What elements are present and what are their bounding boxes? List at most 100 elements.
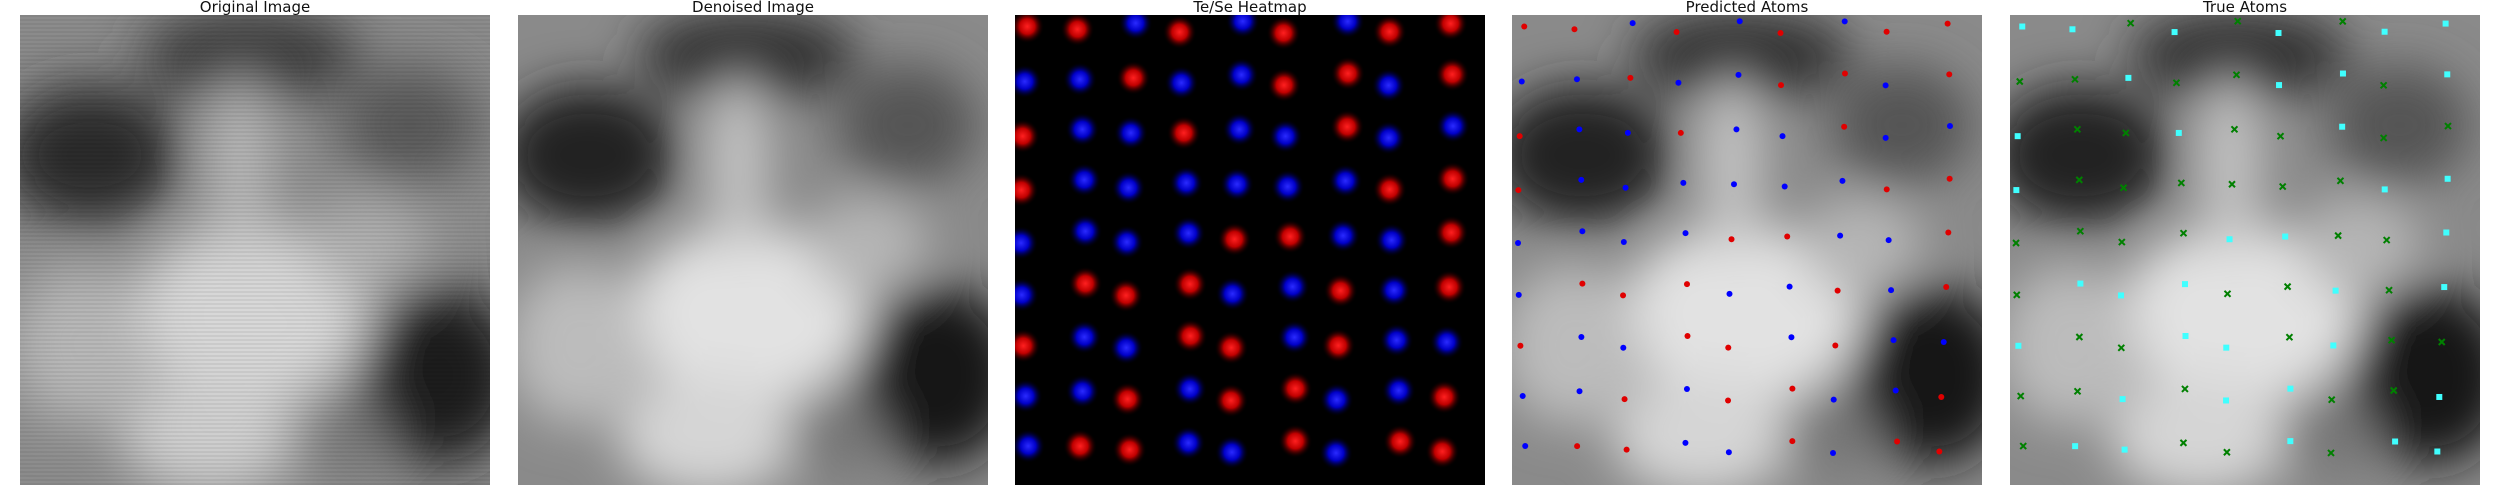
heatmap-se-spot [1377,273,1412,308]
predicted-se-marker [1624,129,1631,136]
true-se-marker [2339,17,2347,26]
predicted-te-marker [1728,236,1735,243]
heatmap-te-spot [1372,172,1407,207]
true-se-marker [2126,19,2135,27]
predicted-se-marker [1578,333,1585,340]
heatmap-te-spot [1321,328,1356,363]
heatmap-te-spot [1015,15,1045,44]
true-te-marker [2077,280,2084,287]
predicted-se-marker [1735,71,1742,78]
heatmap-se-spot [1429,325,1464,360]
true-se-marker [2181,385,2189,393]
heatmap-te-spot [1112,432,1147,467]
predicted-te-marker [1620,292,1627,299]
heatmap-te-spot [1273,219,1308,254]
predicted-te-marker [1517,342,1524,349]
heatmap-se-spot [1065,112,1100,147]
predicted-se-marker [1890,337,1897,344]
predicted-se-marker [1675,79,1682,86]
heatmap-te-spot [1330,56,1365,91]
predicted-se-marker [1839,177,1846,184]
predicted-se-marker [1781,183,1788,190]
predicted-te-marker [1777,29,1784,36]
panel-title: Predicted Atoms [1685,0,1809,15]
predicted-se-marker [1620,344,1627,351]
panel-denoised-image: Denoised Image [518,0,988,485]
predicted-se-marker [1515,291,1522,298]
predicted-se-marker [1946,123,1953,130]
true-te-marker [2121,446,2128,453]
predicted-se-marker [1940,339,1947,346]
predicted-te-marker [1946,71,1953,78]
true-se-marker [2387,336,2396,344]
predicted-te-marker [1894,438,1901,445]
panel-true-atoms: True Atoms [2010,0,2480,485]
panel-title: Original Image [199,0,311,15]
heatmap-te-spot [1166,115,1201,150]
true-se-marker [2073,125,2082,134]
predicted-se-marker [1620,239,1627,246]
predicted-se-marker [1736,18,1743,25]
denoised-image [518,15,988,485]
heatmap-se-spot [1118,15,1153,41]
predicted-te-marker [1683,281,1690,288]
heatmap-te-spot [1214,330,1249,365]
predicted-te-marker [1574,443,1581,450]
true-se-marker [2327,395,2336,404]
heatmap-se-spot [1270,169,1305,204]
heatmap-te-spot [1116,60,1151,95]
true-se-marker [2122,129,2130,137]
heatmap-se-spot [1381,373,1416,408]
heatmap-se-spot [1435,109,1470,144]
predicted-se-marker [1682,230,1689,237]
heatmap-se-spot [1113,115,1148,150]
true-te-marker [2014,133,2021,140]
predicted-te-marker [1841,123,1848,130]
heatmap-se-spot [1371,68,1406,103]
true-se-marker [2228,180,2236,188]
predicted-te-marker [1673,29,1680,36]
true-se-marker [2438,338,2446,346]
predicted-se-marker [1841,18,1848,25]
panel-heatmap: Te/Se Heatmap [1015,0,1485,485]
heatmap-se-spot [1222,112,1257,147]
heatmap-se-spot [1319,435,1354,470]
predicted-te-marker [1936,448,1943,455]
heatmap-te-spot [1323,273,1358,308]
heatmap-te-spot [1372,15,1407,49]
heatmap-se-spot [1215,276,1250,311]
true-se-marker [2223,448,2231,456]
true-se-marker [2283,282,2292,291]
panel-title: True Atoms [2202,0,2288,15]
predicted-te-marker [1627,74,1634,81]
predicted-se-marker [1579,228,1586,235]
heatmap-se-spot [1111,170,1146,205]
predicted-te-marker [1946,175,1953,182]
true-te-marker [2444,175,2451,182]
predicted-se-marker [1515,239,1522,246]
true-se-marker [2336,177,2345,185]
heatmap-se-spot [1172,371,1207,406]
heatmap-te-spot [1434,215,1469,250]
predicted-te-marker [1521,23,1528,30]
true-te-marker [2287,385,2294,392]
heatmap-te-spot [1015,119,1040,154]
heatmap-se-spot [1062,62,1097,97]
panel-title: Te/Se Heatmap [1193,0,1307,15]
true-se-marker [2444,122,2452,130]
true-te-marker [2276,82,2283,89]
true-te-marker [2223,397,2230,404]
heatmap-se-spot [1277,320,1312,355]
heatmap-te-spot [1214,383,1249,418]
true-se-marker [2385,286,2393,294]
heatmap-se-spot [1371,120,1406,155]
predicted-se-marker [1892,387,1899,394]
heatmap-te-spot [1015,328,1041,363]
heatmap-se-spot [1015,277,1039,312]
predicted-te-marker [1938,393,1945,400]
predicted-se-marker [1882,82,1889,89]
true-se-marker [2285,333,2294,341]
true-te-marker [2175,129,2182,136]
heatmap-se-spot [1067,319,1102,354]
true-se-marker [2327,449,2335,457]
